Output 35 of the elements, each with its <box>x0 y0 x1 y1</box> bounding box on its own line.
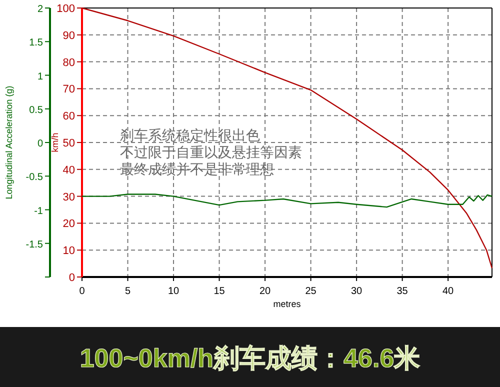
y2-tick-label: 90 <box>62 30 75 42</box>
y-tick-label: 1.5 <box>29 38 44 49</box>
x-tick-label: 35 <box>396 286 408 297</box>
text: 100~0km/h刹车成绩：46.6米 <box>80 343 420 373</box>
annotation: 不过限于自重以及悬挂等因素 <box>120 144 302 160</box>
y-tick-label: 0 <box>37 138 44 150</box>
y2-tick-label: 100 <box>56 3 75 15</box>
y2-tick-label: 50 <box>62 138 75 150</box>
x-tick-label: 20 <box>259 286 272 297</box>
y2-tick-label: 20 <box>62 218 75 230</box>
y2-tick-label: 10 <box>62 245 75 258</box>
y-tick-label: -1 <box>34 206 44 217</box>
x-tick-label: 25 <box>305 286 317 297</box>
annotation: 刹车系统稳定性很出色 <box>120 127 260 143</box>
y-tick-label: -1.5 <box>26 239 44 250</box>
y2-tick-label: 60 <box>62 110 75 123</box>
y-tick-label: 2 <box>37 4 44 15</box>
y-tick-label: 1 <box>37 71 44 82</box>
y2-tick-label: 40 <box>62 164 75 176</box>
x-tick-label: 5 <box>124 286 131 297</box>
y2-tick-label: 0 <box>68 272 75 284</box>
x-axis-title: metres <box>273 299 302 309</box>
y-axis-title: Longitudinal Acceleration (g) <box>4 86 14 200</box>
x-tick-label: 0 <box>79 286 86 297</box>
annotation: 最终成绩并不是非常理想 <box>120 161 274 177</box>
y2-tick-label: 70 <box>62 84 75 96</box>
y2-tick-label: 80 <box>62 56 75 69</box>
x-tick-label: 30 <box>350 286 363 297</box>
y2-axis-title: km/h <box>50 132 60 152</box>
y2-tick-label: 30 <box>62 191 75 204</box>
x-tick-label: 15 <box>214 286 226 297</box>
x-tick-label: 10 <box>168 286 180 297</box>
y-tick-label: 0.5 <box>29 104 44 116</box>
y-tick-label: -0.5 <box>26 172 44 184</box>
x-tick-label: 40 <box>442 286 454 297</box>
